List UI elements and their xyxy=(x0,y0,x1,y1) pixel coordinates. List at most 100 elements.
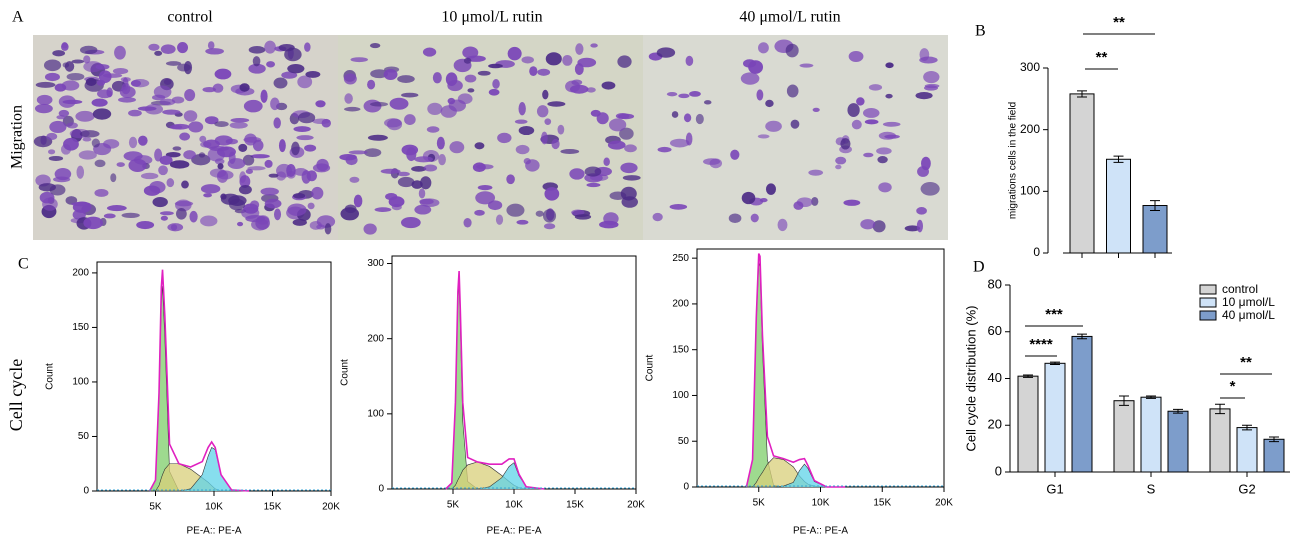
y-tick-label: 150 xyxy=(72,322,89,333)
stained-cell xyxy=(344,106,361,112)
y-tick-label: 100 xyxy=(367,408,384,419)
error-bar xyxy=(1242,424,1252,431)
stained-cell xyxy=(293,126,311,132)
stained-cell xyxy=(569,168,585,180)
stained-cell xyxy=(169,160,190,169)
stained-cell xyxy=(586,87,596,93)
y-tick-label: 300 xyxy=(1020,60,1040,74)
stained-cell xyxy=(183,110,198,122)
stained-cell xyxy=(457,93,473,105)
stained-cell xyxy=(671,111,679,118)
stained-cell xyxy=(207,41,215,50)
stained-cell xyxy=(495,214,504,225)
stained-cell xyxy=(406,147,417,162)
stained-cell xyxy=(153,85,172,99)
stained-cell xyxy=(571,79,583,86)
stained-cell xyxy=(293,168,308,176)
stained-cell xyxy=(38,183,56,192)
stained-cell xyxy=(94,188,109,197)
stained-cell xyxy=(741,191,756,205)
stained-cell xyxy=(609,191,627,200)
stained-cell xyxy=(159,155,173,165)
y-tick-label: 200 xyxy=(72,268,89,279)
x-tick-label: G2 xyxy=(1238,481,1255,496)
error-bar xyxy=(1077,90,1087,98)
image-title: 10 μmol/L rutin xyxy=(441,9,542,26)
stained-cell xyxy=(123,151,143,161)
error-bar xyxy=(1050,361,1060,365)
x-tick-label: 10K xyxy=(505,500,523,511)
stained-cell xyxy=(765,120,782,132)
stained-cell xyxy=(541,131,548,145)
stained-cell xyxy=(311,186,324,200)
stained-cell xyxy=(91,138,100,148)
stained-cell xyxy=(477,70,491,76)
legend-label: control xyxy=(1222,282,1258,296)
stained-cell xyxy=(83,61,103,73)
stained-cell xyxy=(312,163,331,173)
bar xyxy=(1113,400,1135,473)
bar xyxy=(1017,375,1039,473)
stained-cell xyxy=(296,135,314,141)
stained-cell xyxy=(885,62,894,69)
stained-cell xyxy=(868,84,883,91)
stained-cell xyxy=(128,136,138,149)
stained-cell xyxy=(657,146,672,153)
stained-cell xyxy=(758,42,769,54)
stained-cell xyxy=(551,138,560,150)
stained-cell xyxy=(535,210,544,217)
stained-cell xyxy=(652,212,663,222)
stained-cell xyxy=(619,127,634,140)
panel-label: C xyxy=(18,256,29,273)
stained-cell xyxy=(364,148,382,157)
error-bar xyxy=(1113,155,1124,163)
stained-cell xyxy=(66,72,85,81)
stained-cell xyxy=(835,156,847,165)
error-bar xyxy=(1146,395,1156,399)
bar xyxy=(1167,410,1189,473)
stained-cell xyxy=(225,138,238,145)
stained-cell xyxy=(162,109,181,115)
stained-cell xyxy=(307,202,315,210)
y-tick-label: 200 xyxy=(1020,122,1040,136)
stained-cell xyxy=(432,72,442,84)
stained-cell xyxy=(765,99,774,108)
stained-cell xyxy=(297,75,313,89)
stained-cell xyxy=(923,71,940,84)
stained-cell xyxy=(557,124,565,135)
y-tick-label: 0 xyxy=(83,486,89,497)
stained-cell xyxy=(521,56,534,64)
stained-cell xyxy=(384,118,402,128)
stained-cell xyxy=(414,204,432,215)
y-tick-label: 40 xyxy=(988,370,1002,385)
stained-cell xyxy=(463,57,472,64)
stained-cell xyxy=(284,47,302,62)
stained-cell xyxy=(422,47,437,57)
stained-cell xyxy=(916,206,927,215)
stained-cell xyxy=(56,115,66,120)
stained-cell xyxy=(590,109,601,117)
stained-cell xyxy=(790,119,800,129)
stained-cell xyxy=(243,136,262,143)
significance-label: *** xyxy=(1045,306,1063,323)
panel-label: B xyxy=(975,23,986,40)
error-bar xyxy=(1023,374,1033,378)
stained-cell xyxy=(878,182,892,193)
stained-cell xyxy=(848,50,864,62)
stained-cell xyxy=(273,208,282,221)
error-bar xyxy=(1173,408,1183,414)
stained-cell xyxy=(877,156,888,164)
stained-cell xyxy=(174,200,194,207)
stained-cell xyxy=(525,159,540,172)
y-axis-label: Count xyxy=(340,359,351,386)
x-tick-label: 20K xyxy=(322,502,340,513)
stained-cell xyxy=(438,153,446,166)
error-bar xyxy=(1215,403,1225,415)
stained-cell xyxy=(864,119,879,125)
stained-cell xyxy=(920,182,940,196)
y-tick-label: 0 xyxy=(683,482,689,493)
stained-cell xyxy=(404,114,416,125)
stained-cell xyxy=(427,102,443,116)
x-tick-label: 15K xyxy=(873,498,891,509)
stained-cell xyxy=(590,43,598,48)
